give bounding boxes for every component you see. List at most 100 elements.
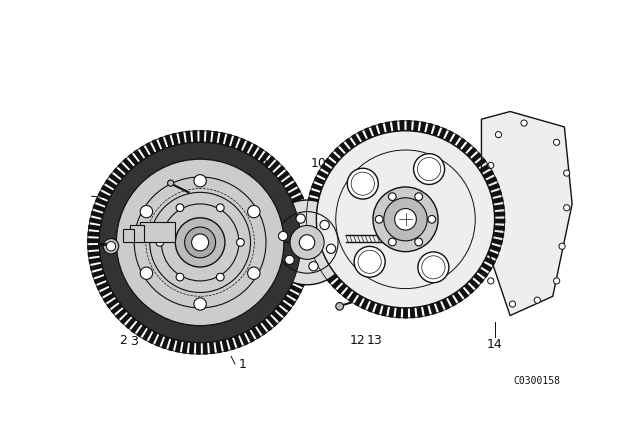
- Circle shape: [413, 154, 445, 185]
- Polygon shape: [88, 246, 100, 250]
- Polygon shape: [404, 308, 407, 318]
- Circle shape: [264, 200, 349, 285]
- Circle shape: [388, 193, 396, 201]
- Text: C0300158: C0300158: [514, 376, 561, 386]
- Circle shape: [296, 214, 305, 223]
- Circle shape: [326, 244, 335, 254]
- Polygon shape: [451, 134, 460, 145]
- Polygon shape: [298, 261, 310, 267]
- Polygon shape: [212, 132, 218, 143]
- Polygon shape: [234, 336, 241, 348]
- Polygon shape: [378, 124, 384, 134]
- Polygon shape: [271, 311, 282, 321]
- Bar: [131, 225, 145, 242]
- Polygon shape: [308, 198, 319, 203]
- Circle shape: [388, 238, 396, 246]
- Polygon shape: [237, 138, 244, 151]
- Text: 2: 2: [120, 335, 127, 348]
- Text: 7: 7: [121, 190, 129, 202]
- Polygon shape: [92, 270, 104, 277]
- Polygon shape: [90, 218, 102, 224]
- Polygon shape: [493, 205, 504, 210]
- Polygon shape: [310, 245, 321, 251]
- Circle shape: [176, 204, 184, 211]
- Text: 13: 13: [367, 334, 382, 347]
- Circle shape: [564, 205, 570, 211]
- Polygon shape: [307, 212, 317, 216]
- Polygon shape: [290, 285, 302, 293]
- Polygon shape: [262, 319, 272, 331]
- Polygon shape: [105, 180, 116, 189]
- Polygon shape: [492, 239, 502, 245]
- Polygon shape: [332, 279, 342, 289]
- Polygon shape: [254, 148, 263, 159]
- Polygon shape: [219, 133, 225, 145]
- Polygon shape: [300, 249, 312, 253]
- Polygon shape: [307, 205, 317, 210]
- Polygon shape: [246, 330, 254, 342]
- Polygon shape: [410, 307, 415, 318]
- Polygon shape: [200, 131, 204, 142]
- Text: 3: 3: [131, 335, 138, 348]
- Polygon shape: [375, 304, 381, 314]
- Polygon shape: [474, 274, 484, 283]
- Circle shape: [175, 218, 225, 267]
- Polygon shape: [156, 334, 163, 346]
- Text: 10: 10: [311, 157, 326, 170]
- Polygon shape: [365, 128, 372, 138]
- Polygon shape: [273, 166, 284, 176]
- Polygon shape: [152, 140, 160, 152]
- Polygon shape: [131, 322, 141, 333]
- Polygon shape: [439, 128, 447, 138]
- Polygon shape: [494, 226, 504, 230]
- Polygon shape: [294, 201, 306, 208]
- Polygon shape: [352, 134, 360, 145]
- Polygon shape: [99, 142, 301, 343]
- Circle shape: [176, 273, 184, 281]
- Circle shape: [348, 168, 378, 199]
- Polygon shape: [448, 295, 456, 306]
- Circle shape: [168, 180, 174, 186]
- Circle shape: [278, 232, 288, 241]
- Circle shape: [191, 234, 209, 251]
- Polygon shape: [319, 263, 330, 271]
- Polygon shape: [362, 298, 369, 309]
- Circle shape: [375, 215, 383, 223]
- Polygon shape: [385, 122, 391, 133]
- Polygon shape: [317, 171, 328, 178]
- Polygon shape: [169, 339, 175, 350]
- Polygon shape: [382, 306, 387, 316]
- Polygon shape: [146, 143, 154, 155]
- Polygon shape: [123, 159, 134, 169]
- Circle shape: [336, 302, 344, 310]
- Polygon shape: [287, 291, 299, 299]
- Polygon shape: [104, 293, 115, 302]
- Circle shape: [290, 225, 324, 259]
- Polygon shape: [337, 284, 347, 293]
- Polygon shape: [107, 299, 118, 308]
- Circle shape: [488, 162, 494, 168]
- Polygon shape: [389, 306, 394, 317]
- Polygon shape: [137, 325, 146, 337]
- Polygon shape: [94, 276, 106, 284]
- Circle shape: [320, 220, 329, 230]
- Polygon shape: [300, 255, 312, 260]
- Polygon shape: [249, 145, 257, 156]
- Polygon shape: [486, 177, 497, 184]
- Polygon shape: [175, 340, 181, 352]
- Bar: [123, 228, 134, 242]
- Polygon shape: [93, 205, 106, 211]
- Polygon shape: [149, 332, 157, 344]
- Polygon shape: [316, 257, 326, 265]
- Polygon shape: [296, 208, 308, 215]
- Circle shape: [216, 273, 224, 281]
- Circle shape: [184, 227, 216, 258]
- Polygon shape: [433, 125, 440, 136]
- Text: 4: 4: [152, 313, 160, 326]
- Circle shape: [300, 235, 315, 250]
- Polygon shape: [436, 301, 443, 312]
- Polygon shape: [267, 315, 277, 326]
- Polygon shape: [469, 279, 479, 289]
- Polygon shape: [140, 146, 149, 158]
- Polygon shape: [186, 131, 191, 143]
